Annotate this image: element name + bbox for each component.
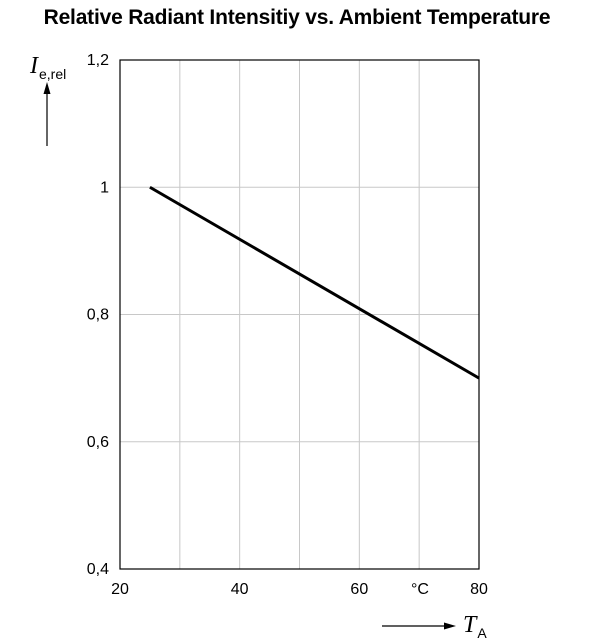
x-axis-unit: °C	[411, 581, 429, 598]
y-axis-arrow	[43, 82, 51, 146]
tick-layer: 20 40 60 80 0,4 0,6 0,8 1 1,2	[87, 52, 488, 598]
x-tick-label: 20	[111, 581, 129, 598]
x-axis-arrow	[382, 622, 456, 630]
plot-frame	[119, 59, 480, 570]
x-tick-label: 40	[231, 581, 249, 598]
x-tick-label: 60	[350, 581, 368, 598]
grid-layer	[119, 59, 480, 570]
y-tick-label: 0,6	[87, 434, 109, 451]
y-axis-symbol: Ie,rel	[29, 53, 66, 82]
y-tick-label: 1,2	[87, 52, 109, 69]
x-axis-symbol: TA	[463, 612, 487, 640]
y-tick-label: 1	[100, 179, 109, 196]
x-axis-subscript: A	[477, 625, 487, 640]
y-tick-label: 0,8	[87, 307, 109, 324]
chart-title: Relative Radiant Intensitiy vs. Ambient …	[43, 6, 551, 29]
y-tick-label: 0,4	[87, 561, 109, 578]
x-tick-label: 80	[470, 581, 488, 598]
series-layer	[149, 185, 480, 380]
series-line	[149, 185, 480, 380]
y-axis-subscript: e,rel	[39, 66, 66, 82]
